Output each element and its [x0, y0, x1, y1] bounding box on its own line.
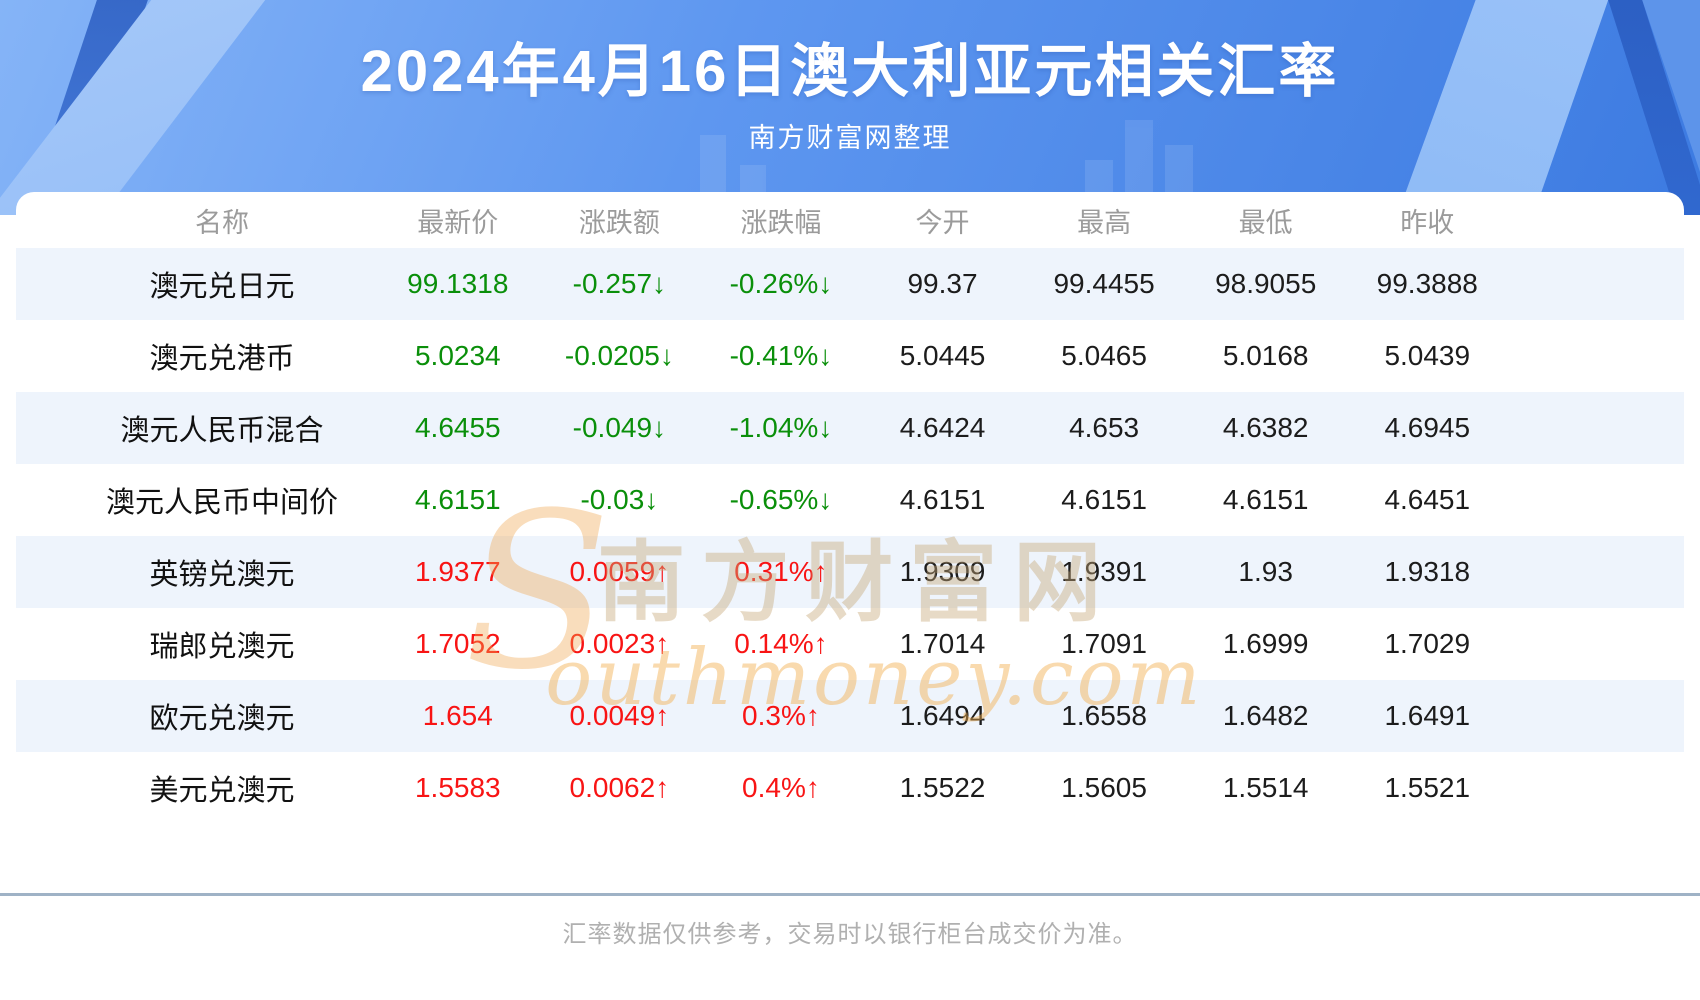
high-price: 1.5605	[1061, 772, 1147, 803]
high-price: 1.6558	[1061, 700, 1147, 731]
open-price: 4.6151	[899, 484, 986, 515]
change-percent: -0.26%↓	[729, 268, 833, 299]
low-price: 1.6999	[1222, 628, 1309, 659]
pair-name: 欧元兑澳元	[149, 703, 295, 735]
latest-price: 5.0234	[414, 340, 501, 371]
latest-price: 4.6151	[414, 484, 501, 515]
change-percent: 0.4%↑	[742, 772, 820, 803]
column-header-change: 涨跌额	[578, 207, 660, 238]
table-row: 澳元兑港币 5.0234 -0.0205↓ -0.41%↓ 5.0445 5.0…	[16, 320, 1684, 392]
high-price: 4.6151	[1061, 484, 1147, 515]
change-amount: -0.0205↓	[564, 340, 674, 371]
change-amount: -0.049↓	[572, 412, 667, 443]
low-price: 1.93	[1238, 556, 1293, 587]
latest-price: 4.6455	[414, 412, 501, 443]
pair-name: 澳元人民币混合	[120, 415, 324, 447]
column-header-name: 名称	[195, 207, 249, 238]
pair-name: 英镑兑澳元	[149, 559, 295, 591]
prev-close: 1.9318	[1384, 556, 1471, 587]
open-price: 1.7014	[899, 628, 986, 659]
change-percent: -1.04%↓	[729, 412, 833, 443]
latest-price: 1.7052	[414, 628, 501, 659]
low-price: 4.6382	[1222, 412, 1309, 443]
high-price: 1.7091	[1061, 628, 1147, 659]
pair-name: 澳元人民币中间价	[105, 487, 338, 519]
change-percent: -0.41%↓	[729, 340, 833, 371]
table-row: 英镑兑澳元 1.9377 0.0059↑ 0.31%↑ 1.9309 1.939…	[16, 536, 1684, 608]
prev-close: 4.6945	[1384, 412, 1471, 443]
change-percent: 0.3%↑	[742, 700, 820, 731]
low-price: 1.5514	[1222, 772, 1309, 803]
column-header-low: 最低	[1238, 207, 1293, 238]
prev-close: 99.3888	[1376, 268, 1478, 299]
change-percent: -0.65%↓	[729, 484, 833, 515]
rates-card: 名称 最新价 涨跌额 涨跌幅 今开 最高 最低 昨收 澳元兑日元 99.1318…	[16, 192, 1684, 832]
change-percent: 0.31%↑	[734, 556, 828, 587]
low-price: 5.0168	[1222, 340, 1309, 371]
low-price: 98.9055	[1215, 268, 1317, 299]
table-header-row: 名称 最新价 涨跌额 涨跌幅 今开 最高 最低 昨收	[16, 192, 1684, 248]
change-amount: 0.0023↑	[569, 628, 670, 659]
change-percent: 0.14%↑	[734, 628, 828, 659]
change-amount: 0.0062↑	[569, 772, 670, 803]
table-row: 澳元人民币中间价 4.6151 -0.03↓ -0.65%↓ 4.6151 4.…	[16, 464, 1684, 536]
open-price: 1.6494	[899, 700, 986, 731]
high-price: 4.653	[1069, 412, 1140, 443]
change-amount: 0.0049↑	[569, 700, 670, 731]
column-header-latest: 最新价	[417, 207, 499, 238]
disclaimer-text: 汇率数据仅供参考，交易时以银行柜台成交价为准。	[562, 921, 1138, 948]
prev-close: 1.6491	[1384, 700, 1471, 731]
high-price: 1.9391	[1061, 556, 1147, 587]
page-title: 2024年4月16日澳大利亚元相关汇率	[360, 39, 1340, 104]
pair-name: 澳元兑港币	[149, 343, 295, 375]
prev-close: 4.6451	[1384, 484, 1471, 515]
table-body: 澳元兑日元 99.1318 -0.257↓ -0.26%↓ 99.37 99.4…	[16, 248, 1684, 824]
prev-close: 1.5521	[1384, 772, 1471, 803]
banner: 2024年4月16日澳大利亚元相关汇率 南方财富网整理	[0, 0, 1700, 215]
pair-name: 澳元兑日元	[149, 271, 295, 303]
pair-name: 美元兑澳元	[149, 775, 295, 807]
latest-price: 1.5583	[414, 772, 501, 803]
latest-price: 99.1318	[407, 268, 509, 299]
change-amount: 0.0059↑	[569, 556, 670, 587]
prev-close: 5.0439	[1384, 340, 1471, 371]
latest-price: 1.9377	[414, 556, 501, 587]
open-price: 4.6424	[899, 412, 986, 443]
low-price: 4.6151	[1222, 484, 1309, 515]
change-amount: -0.03↓	[580, 484, 659, 515]
change-amount: -0.257↓	[572, 268, 667, 299]
open-price: 1.9309	[899, 556, 986, 587]
column-header-change-pct: 涨跌幅	[740, 207, 822, 238]
open-price: 1.5522	[899, 772, 986, 803]
latest-price: 1.654	[422, 700, 493, 731]
table-row: 欧元兑澳元 1.654 0.0049↑ 0.3%↑ 1.6494 1.6558 …	[16, 680, 1684, 752]
table-row: 澳元人民币混合 4.6455 -0.049↓ -1.04%↓ 4.6424 4.…	[16, 392, 1684, 464]
page-subtitle: 南方财富网整理	[748, 123, 952, 153]
open-price: 99.37	[907, 268, 978, 299]
low-price: 1.6482	[1222, 700, 1309, 731]
footer-divider	[0, 893, 1700, 896]
prev-close: 1.7029	[1384, 628, 1471, 659]
table-row: 瑞郎兑澳元 1.7052 0.0023↑ 0.14%↑ 1.7014 1.709…	[16, 608, 1684, 680]
open-price: 5.0445	[899, 340, 986, 371]
high-price: 99.4455	[1053, 268, 1155, 299]
column-header-high: 最高	[1077, 207, 1132, 238]
table-row: 澳元兑日元 99.1318 -0.257↓ -0.26%↓ 99.37 99.4…	[16, 248, 1684, 320]
column-header-prev-close: 昨收	[1400, 207, 1455, 238]
column-header-open: 今开	[915, 207, 970, 238]
pair-name: 瑞郎兑澳元	[149, 631, 295, 663]
high-price: 5.0465	[1061, 340, 1147, 371]
table-row: 美元兑澳元 1.5583 0.0062↑ 0.4%↑ 1.5522 1.5605…	[16, 752, 1684, 824]
